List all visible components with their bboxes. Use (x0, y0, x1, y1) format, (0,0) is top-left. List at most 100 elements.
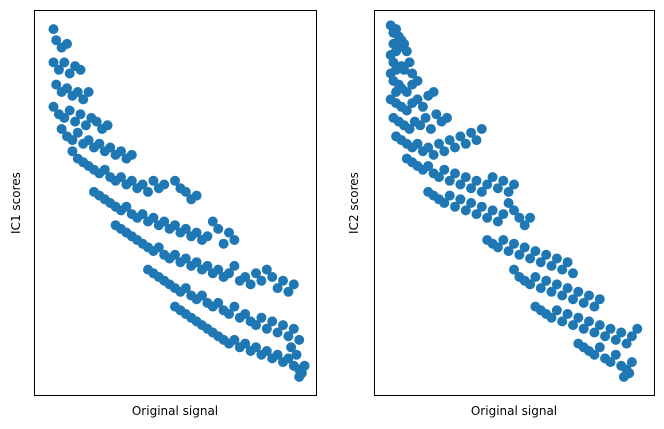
scatter-point-ic2-81 (503, 186, 514, 197)
scatter-point-ic1-139 (213, 297, 224, 308)
scatter-point-ic2-130 (562, 283, 573, 294)
scatter-point-ic1-14 (72, 87, 83, 97)
scatter-point-ic2-107 (503, 246, 514, 257)
scatter-point-ic2-68 (434, 172, 444, 183)
scatter-point-ic1-17 (48, 101, 59, 112)
scatter-point-ic2-78 (487, 172, 498, 183)
scatter-point-ic1-111 (213, 264, 224, 275)
scatter-point-ic2-88 (450, 201, 460, 212)
scatter-point-ic2-37 (404, 124, 415, 134)
scatter-point-ic2-70 (444, 175, 455, 186)
scatter-point-ic2-95 (487, 205, 498, 216)
scatter-point-ic2-75 (471, 175, 482, 186)
scatter-point-ic1-182 (299, 360, 310, 371)
scatter-point-ic2-58 (460, 138, 471, 149)
y-axis-label-ic1: IC1 scores (9, 172, 23, 234)
scatter-point-ic1-150 (272, 327, 283, 338)
scatter-point-ic2-150 (600, 331, 611, 342)
y-axis-label-ic2: IC2 scores (347, 172, 361, 234)
scatter-point-ic1-1 (51, 35, 62, 46)
scatter-point-ic2-114 (541, 249, 552, 260)
scatter-point-ic1-30 (67, 135, 78, 146)
scatter-point-ic1-125 (288, 279, 299, 290)
scatter-point-ic2-152 (610, 334, 621, 345)
scatter-point-ic1-183 (294, 371, 305, 382)
scatter-point-ic2-24 (412, 75, 423, 86)
scatter-point-ic1-100 (153, 242, 164, 253)
scatter-point-ic2-147 (584, 316, 594, 327)
scatter-point-ic1-42 (67, 146, 78, 157)
axes-frame-ic1 (34, 10, 317, 396)
scatter-point-ic1-86 (202, 231, 213, 242)
scatter-point-ic1-151 (278, 320, 288, 331)
scatter-point-ic2-71 (450, 168, 460, 179)
scatter-point-ic2-17 (407, 68, 418, 79)
scatter-point-ic1-147 (256, 312, 267, 323)
scatter-point-ic2-82 (509, 179, 519, 190)
scatter-point-ic2-100 (514, 212, 525, 223)
scatter-point-ic1-21 (70, 116, 81, 127)
scatter-point-ic2-105 (492, 242, 503, 253)
scatter-point-ic1-168 (240, 338, 251, 349)
scatter-point-ic1-122 (272, 283, 283, 294)
scatter-point-ic1-121 (267, 272, 278, 282)
scatter-point-ic2-125 (535, 283, 546, 294)
scatter-point-ic1-124 (283, 286, 294, 297)
scatter-points-ic2 (385, 20, 643, 382)
scatter-point-ic2-55 (444, 135, 455, 146)
scatter-point-ic1-166 (229, 334, 240, 345)
scatter-point-ic1-16 (83, 87, 94, 97)
scatter-point-ic2-59 (466, 127, 477, 138)
scatter-point-ic1-136 (197, 290, 207, 301)
scatter-point-ic1-180 (286, 342, 297, 353)
scatter-point-ic2-66 (423, 161, 434, 171)
scatter-point-ic1-170 (251, 342, 261, 353)
scatter-point-ic2-89 (455, 194, 466, 205)
scatter-point-ic1-3 (62, 38, 72, 49)
scatter-point-ic2-33 (428, 87, 439, 97)
scatter-point-ic1-33 (83, 135, 94, 146)
scatter-point-ic1-119 (256, 275, 267, 286)
scatter-point-ic1-87 (207, 216, 218, 227)
scatter-point-ic1-0 (48, 24, 59, 35)
scatter-point-ic2-15 (399, 64, 410, 75)
scatter-point-ic1-153 (288, 323, 299, 334)
scatter-point-ic2-80 (498, 175, 509, 186)
scatter-point-ic2-140 (546, 312, 557, 323)
scatter-point-ic1-76 (148, 212, 159, 223)
scatter-point-ic2-16 (404, 57, 415, 68)
scatter-point-ic2-61 (476, 124, 487, 134)
scatter-point-ic2-91 (466, 198, 477, 208)
scatter-point-ic2-151 (605, 323, 616, 334)
scatter-point-ic1-37 (105, 142, 116, 153)
scatter-point-ic2-129 (557, 290, 568, 301)
scatter-point-ic2-128 (551, 279, 562, 290)
scatter-point-ic1-6 (59, 57, 70, 68)
scatter-point-ic1-103 (170, 249, 180, 260)
scatter-point-ic1-149 (267, 316, 278, 327)
scatter-point-ic1-5 (53, 64, 64, 75)
scatter-point-ic2-127 (546, 286, 557, 297)
scatter-point-ic1-57 (148, 175, 159, 186)
scatter-point-ic2-40 (420, 112, 431, 123)
scatter-point-ic2-169 (624, 368, 635, 379)
scatter-point-ic2-118 (562, 257, 573, 268)
scatter-point-ic2-124 (530, 272, 541, 282)
scatter-point-ic1-114 (229, 260, 240, 271)
scatter-point-ic2-142 (557, 316, 568, 327)
scatter-point-ic2-86 (439, 198, 450, 208)
scatter-point-ic1-41 (126, 149, 137, 160)
subplot-ic2: Original signal IC2 scores (347, 10, 655, 418)
scatter-point-ic2-143 (562, 309, 573, 319)
scatter-point-ic2-51 (423, 142, 434, 153)
scatter-point-ic1-28 (56, 124, 67, 134)
scatter-point-ic2-10 (401, 46, 412, 57)
scatter-point-ic2-22 (401, 87, 412, 97)
scatter-point-ic2-141 (551, 305, 562, 316)
scatter-point-ic2-106 (498, 235, 509, 245)
scatter-point-ic2-52 (428, 149, 439, 160)
scatter-point-ic2-41 (425, 124, 436, 134)
scatter-point-ic2-132 (573, 286, 584, 297)
scatter-point-ic1-88 (213, 223, 224, 234)
scatter-point-ic2-92 (471, 209, 482, 220)
